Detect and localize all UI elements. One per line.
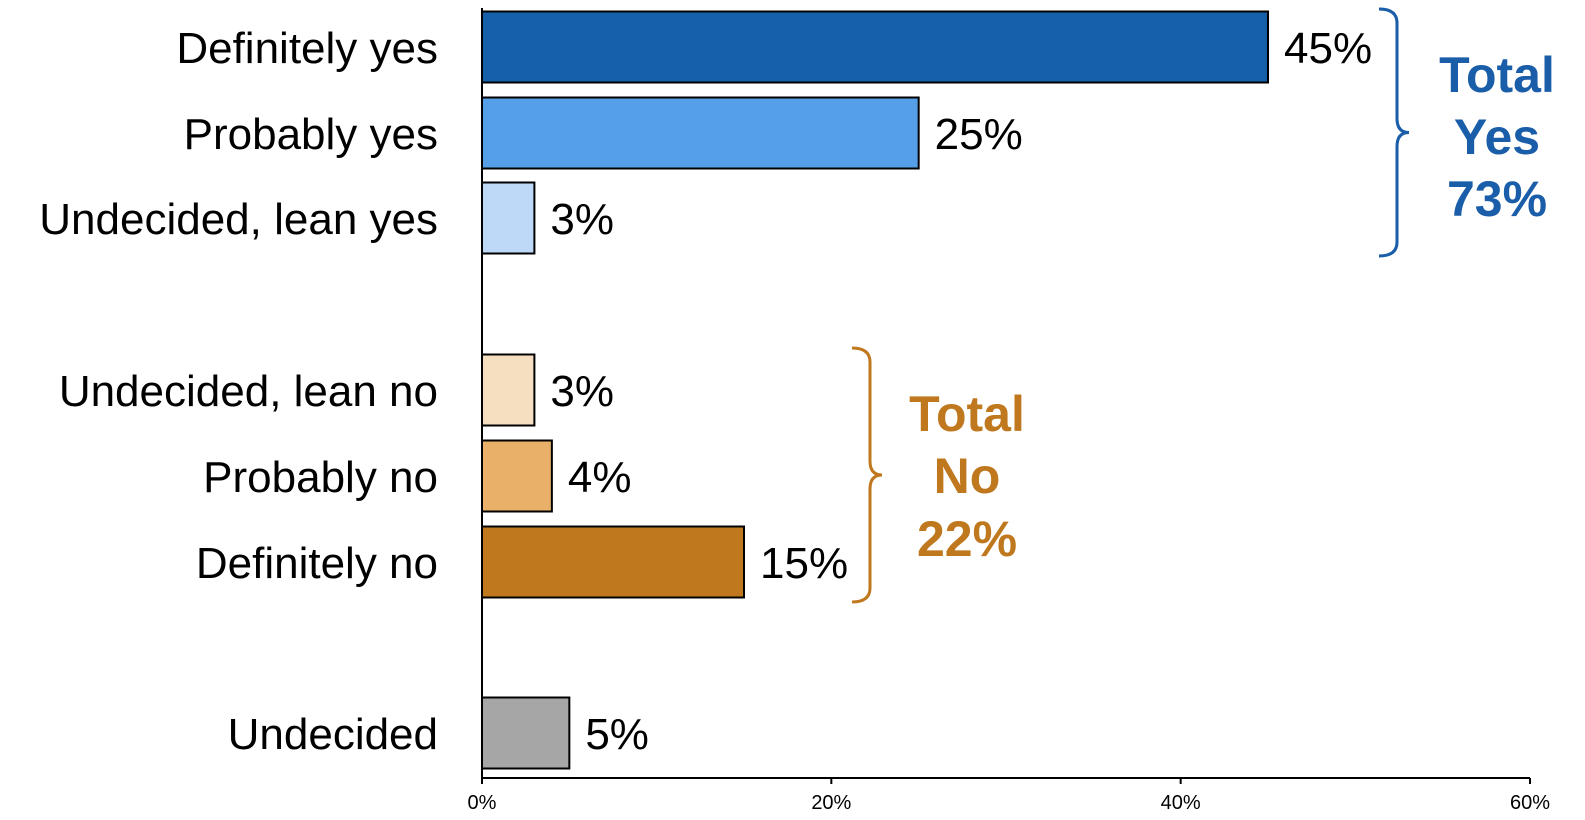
group-1-label-line-1: Total <box>1439 47 1555 103</box>
value-label-4: 3% <box>550 367 614 416</box>
group-brace-2 <box>851 346 883 604</box>
x-tick-label-4: 60% <box>1510 792 1550 814</box>
labels-layer: Definitely yes 45% Probably yes 25% Undecide… <box>39 24 1372 759</box>
bar-6 <box>481 525 745 599</box>
value-label-5: 4% <box>568 453 632 502</box>
category-label-4: Undecided, lean no <box>59 367 438 416</box>
bars-layer <box>481 10 1269 770</box>
group-1-label-line-3: 73% <box>1447 171 1547 227</box>
bar-1 <box>481 10 1269 84</box>
group-brace-1 <box>1378 7 1410 258</box>
bar-5 <box>481 439 553 513</box>
value-label-7: 5% <box>585 710 649 759</box>
group-2-label-line-3: 22% <box>917 511 1017 567</box>
bar-2 <box>481 96 920 170</box>
group-2-label-line-1: Total <box>909 386 1025 442</box>
bar-7 <box>481 696 571 770</box>
category-label-6: Definitely no <box>196 539 438 588</box>
category-label-5: Probably no <box>203 453 438 502</box>
bar-4 <box>481 353 536 427</box>
category-label-1: Definitely yes <box>176 24 438 73</box>
value-label-1: 45% <box>1284 24 1372 73</box>
groups-layer: Total Yes 73% Total No 22% <box>851 7 1555 604</box>
axes-layer: 0% 20% 40% 60% <box>468 8 1550 814</box>
x-tick-label-3: 40% <box>1161 792 1201 814</box>
bar-3 <box>481 181 536 255</box>
x-tick-label-1: 0% <box>468 792 497 814</box>
category-label-3: Undecided, lean yes <box>39 195 438 244</box>
category-label-7: Undecided <box>228 710 438 759</box>
value-label-2: 25% <box>935 110 1023 159</box>
value-label-3: 3% <box>550 195 614 244</box>
x-tick-label-2: 20% <box>811 792 851 814</box>
value-label-6: 15% <box>760 539 848 588</box>
group-1-label-line-2: Yes <box>1454 109 1540 165</box>
category-label-2: Probably yes <box>184 110 438 159</box>
group-2-label-line-2: No <box>934 448 1001 504</box>
